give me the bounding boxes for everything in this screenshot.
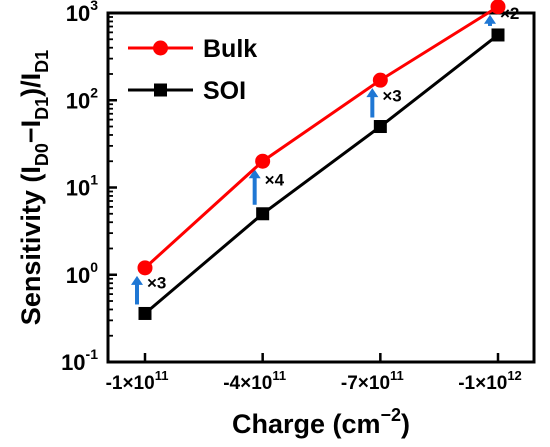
series-line-soi <box>144 33 499 315</box>
data-point-bulk <box>372 72 388 88</box>
data-point-bulk <box>490 0 506 15</box>
data-point-soi <box>491 28 505 42</box>
x-axis-label: Charge (cm−2) <box>232 405 410 439</box>
data-point-bulk <box>137 260 153 276</box>
y-tick-label: 102 <box>66 84 98 113</box>
multiplier-label: ×4 <box>265 171 285 190</box>
multiplier-arrow <box>366 88 379 118</box>
data-point-bulk <box>255 153 271 169</box>
data-point-soi <box>373 120 387 134</box>
x-tick-label: -1×1011 <box>106 368 169 394</box>
multiplier-label: ×3 <box>147 274 166 293</box>
plot-frame <box>106 11 536 364</box>
data-point-soi <box>256 207 270 221</box>
multiplier-arrow <box>248 169 261 205</box>
legend-marker <box>154 83 167 97</box>
y-tick-label: 101 <box>66 172 98 201</box>
legend-label: SOI <box>203 77 246 105</box>
multiplier-arrow <box>484 14 496 26</box>
series-line-bulk <box>143 5 499 269</box>
y-tick-label: 10-1 <box>61 346 98 375</box>
y-tick-label: 100 <box>66 259 98 288</box>
x-tick-label: -1×1012 <box>458 368 522 394</box>
legend: Bulk SOI <box>128 35 257 105</box>
legend-marker <box>153 40 168 56</box>
multiplier-label: ×3 <box>382 86 401 105</box>
data-point-soi <box>138 306 152 320</box>
multiplier-arrow <box>131 275 143 305</box>
legend-label: Bulk <box>203 35 257 63</box>
y-axis-label: Sensitivity (ID0−ID1)/ID1 <box>16 50 52 325</box>
x-tick-label: -7×1011 <box>341 368 404 394</box>
x-tick-label: -4×1011 <box>223 368 286 394</box>
y-tick-label: 103 <box>66 0 98 26</box>
